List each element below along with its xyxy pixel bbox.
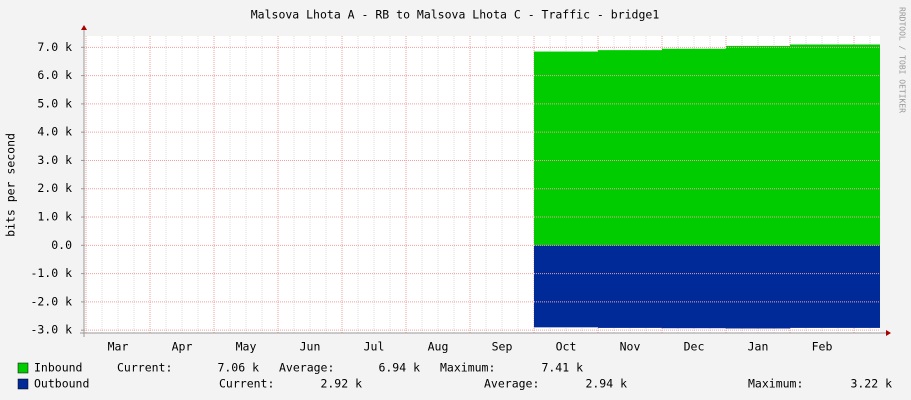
- legend-label: Outbound: [34, 377, 89, 391]
- x-tick-label: Oct: [556, 340, 577, 354]
- x-tick-label: Jun: [300, 340, 321, 354]
- legend-label: Inbound: [34, 361, 82, 375]
- y-tick-label: 6.0 k: [37, 68, 72, 82]
- area-segment: [662, 245, 726, 329]
- area-segment: [726, 245, 790, 329]
- legend-stat-label: Current:: [219, 377, 274, 391]
- area-segment: [662, 48, 726, 246]
- legend-stat-label: Average:: [484, 377, 539, 391]
- y-axis-arrow: [81, 25, 87, 30]
- area-segment: [726, 45, 790, 246]
- x-tick-label: Feb: [812, 340, 833, 354]
- x-tick-label: Sep: [492, 340, 513, 354]
- y-tick-label: -2.0 k: [30, 294, 72, 308]
- watermark: RRDTOOL / TOBI OETIKER: [898, 7, 907, 113]
- area-segment: [598, 50, 662, 246]
- x-tick-label: Jan: [748, 340, 769, 354]
- y-tick-label: 7.0 k: [37, 40, 72, 54]
- x-tick-label: Dec: [684, 340, 705, 354]
- area-segment: [790, 245, 854, 328]
- legend-stat-label: Maximum:: [748, 377, 803, 391]
- legend-swatch: [17, 378, 29, 390]
- legend-stat-value: 7.41 k: [541, 361, 583, 375]
- area-segment: [534, 245, 598, 328]
- legend-swatch: [17, 362, 29, 374]
- x-axis-arrow: [886, 330, 891, 336]
- x-tick-label: Nov: [620, 340, 641, 354]
- y-tick-label: -3.0 k: [30, 323, 72, 337]
- legend-stat-value: 3.22 k: [850, 377, 892, 391]
- y-tick-label: 4.0 k: [37, 125, 72, 139]
- y-axis-label: bits per second: [4, 133, 18, 237]
- chart-title: Malsova Lhota A - RB to Malsova Lhota C …: [251, 8, 660, 22]
- y-tick-label: 3.0 k: [37, 153, 72, 167]
- area-segment: [854, 245, 880, 328]
- area-segment: [598, 245, 662, 328]
- legend-stat-value: 2.92 k: [320, 377, 362, 391]
- legend-stat-value: 2.94 k: [585, 377, 627, 391]
- area-segment: [854, 44, 880, 246]
- legend-stat-label: Maximum:: [440, 361, 495, 375]
- legend-stat-label: Current:: [117, 361, 172, 375]
- legend-stat-value: 7.06 k: [217, 361, 259, 375]
- x-tick-label: Jul: [364, 340, 385, 354]
- x-tick-label: Apr: [172, 340, 193, 354]
- y-tick-label: 0.0: [51, 238, 72, 252]
- area-segment: [790, 44, 854, 246]
- x-tick-label: Aug: [428, 340, 449, 354]
- area-segment: [534, 51, 598, 246]
- y-tick-label: 1.0 k: [37, 210, 72, 224]
- x-tick-label: May: [236, 340, 257, 354]
- x-tick-label: Mar: [108, 340, 129, 354]
- y-tick-label: -1.0 k: [30, 266, 72, 280]
- legend-stat-label: Average:: [279, 361, 334, 375]
- y-tick-label: 5.0 k: [37, 96, 72, 110]
- y-tick-label: 2.0 k: [37, 181, 72, 195]
- legend-stat-value: 6.94 k: [378, 361, 420, 375]
